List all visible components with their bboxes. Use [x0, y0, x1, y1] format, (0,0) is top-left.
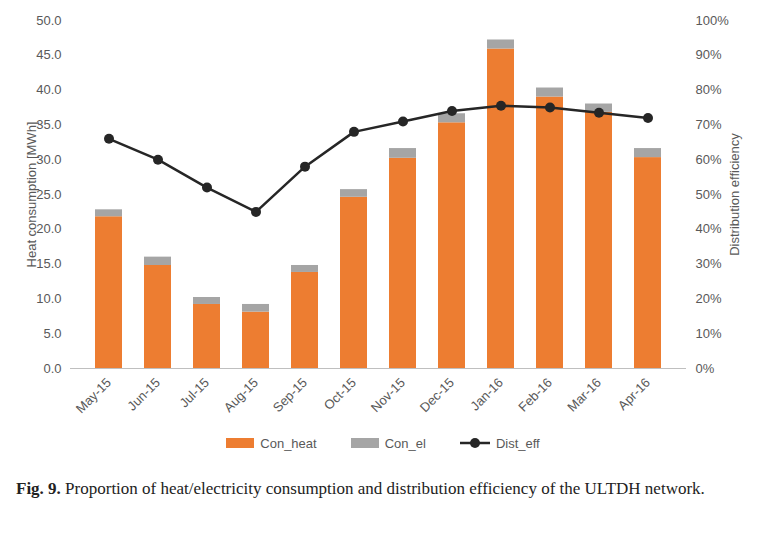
svg-text:40%: 40% — [696, 221, 722, 236]
svg-text:Feb-16: Feb-16 — [515, 375, 555, 415]
svg-text:May-15: May-15 — [73, 375, 114, 416]
svg-text:50.0: 50.0 — [36, 13, 61, 28]
svg-text:5.0: 5.0 — [43, 326, 61, 341]
svg-text:Jan-16: Jan-16 — [467, 375, 506, 414]
svg-text:60%: 60% — [696, 152, 722, 167]
svg-text:20%: 20% — [696, 291, 722, 306]
svg-text:Jun-15: Jun-15 — [124, 375, 163, 414]
svg-text:0%: 0% — [696, 361, 715, 376]
html-text:Con_heat: Con_heat — [260, 435, 317, 451]
svg-text:Nov-15: Nov-15 — [368, 375, 408, 415]
svg-text:30%: 30% — [696, 256, 722, 271]
svg-text:10%: 10% — [696, 326, 722, 341]
svg-text:45.0: 45.0 — [36, 47, 61, 62]
svg-text:Distribution efficiency: Distribution efficiency — [727, 133, 742, 256]
svg-text:Oct-15: Oct-15 — [321, 375, 359, 413]
svg-text:40.0: 40.0 — [36, 82, 61, 97]
svg-text:90%: 90% — [696, 47, 722, 62]
svg-text:Dec-15: Dec-15 — [417, 375, 457, 415]
svg-text:Heat consumption [MWh]: Heat consumption [MWh] — [24, 122, 39, 268]
svg-text:30.0: 30.0 — [36, 152, 61, 167]
svg-text:10.0: 10.0 — [36, 291, 61, 306]
svg-text:50%: 50% — [696, 187, 722, 202]
svg-text:Mar-16: Mar-16 — [564, 375, 604, 415]
svg-text:Apr-16: Apr-16 — [615, 375, 653, 413]
svg-text:0.0: 0.0 — [43, 361, 61, 376]
html-text:Dist_eff: Dist_eff — [495, 435, 540, 451]
svg-text:70%: 70% — [696, 117, 722, 132]
svg-text:20.0: 20.0 — [36, 221, 61, 236]
svg-text:15.0: 15.0 — [36, 256, 61, 271]
svg-text:25.0: 25.0 — [36, 187, 61, 202]
svg-text:35.0: 35.0 — [36, 117, 61, 132]
svg-text:Jul-15: Jul-15 — [176, 375, 212, 411]
svg-text:80%: 80% — [696, 82, 722, 97]
svg-text:Sep-15: Sep-15 — [270, 375, 310, 415]
svg-text:Aug-15: Aug-15 — [221, 375, 261, 415]
html-text:Con_el: Con_el — [384, 435, 426, 451]
svg-text:100%: 100% — [696, 13, 730, 28]
html-text:Fig. 9. Proportion of heat/ele: Fig. 9. Proportion of heat/electricity c… — [16, 479, 705, 498]
